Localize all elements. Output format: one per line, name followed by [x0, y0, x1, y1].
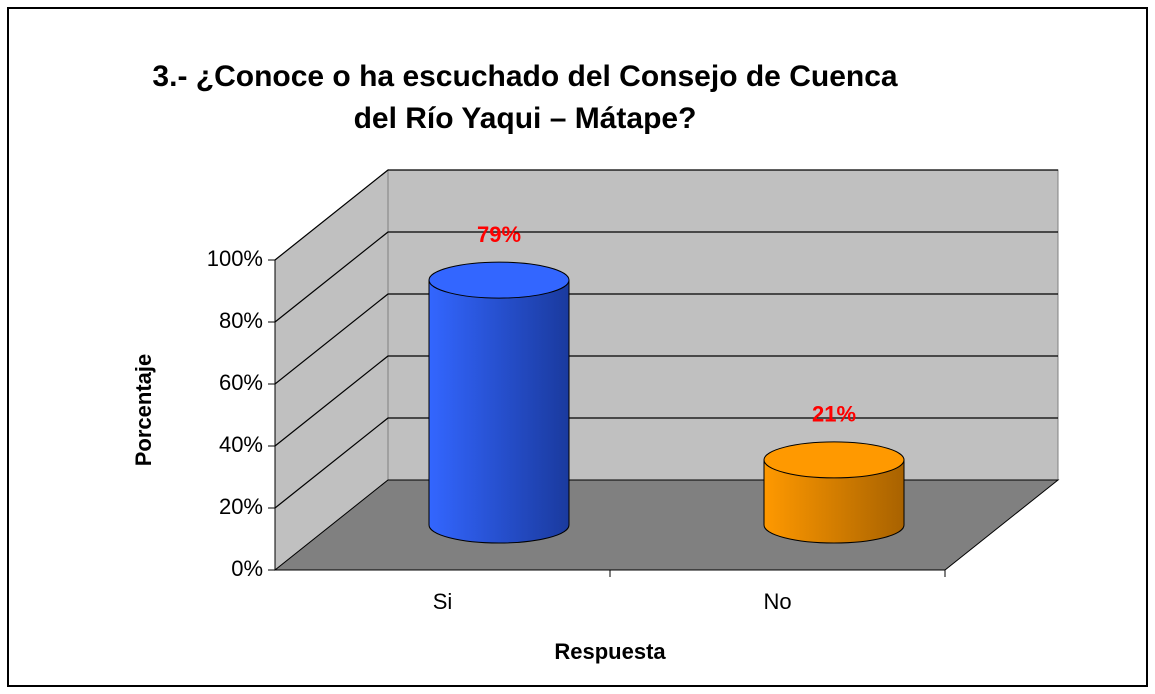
y-tick-label: 80% — [219, 308, 263, 333]
y-tick-label: 20% — [219, 494, 263, 519]
y-axis-label: Porcentaje — [131, 354, 156, 467]
y-tick-label: 0% — [231, 556, 263, 581]
grid-line — [274, 355, 1058, 447]
grid-line — [274, 417, 1058, 509]
y-tick-label: 100% — [207, 246, 263, 271]
cylinder — [763, 459, 905, 544]
x-tick-label: No — [763, 589, 791, 614]
floor — [273, 479, 1060, 571]
cylinder-top — [428, 261, 570, 299]
x-axis-label: Respuesta — [554, 639, 666, 664]
value-label: 21% — [812, 402, 856, 427]
grid-line — [274, 231, 1058, 323]
chart-title: 3.- ¿Conoce o ha escuchado del Consejo d… — [152, 60, 897, 93]
chart-title: del Río Yaqui – Mátape? — [354, 102, 697, 135]
y-tick-label: 60% — [219, 370, 263, 395]
grid-line — [274, 293, 1058, 385]
grid-line — [274, 169, 1058, 261]
y-tick-label: 40% — [219, 432, 263, 457]
value-label: 79% — [477, 222, 521, 247]
x-tick-label: Si — [433, 589, 453, 614]
cylinder-top — [763, 441, 905, 479]
cylinder — [428, 279, 570, 544]
